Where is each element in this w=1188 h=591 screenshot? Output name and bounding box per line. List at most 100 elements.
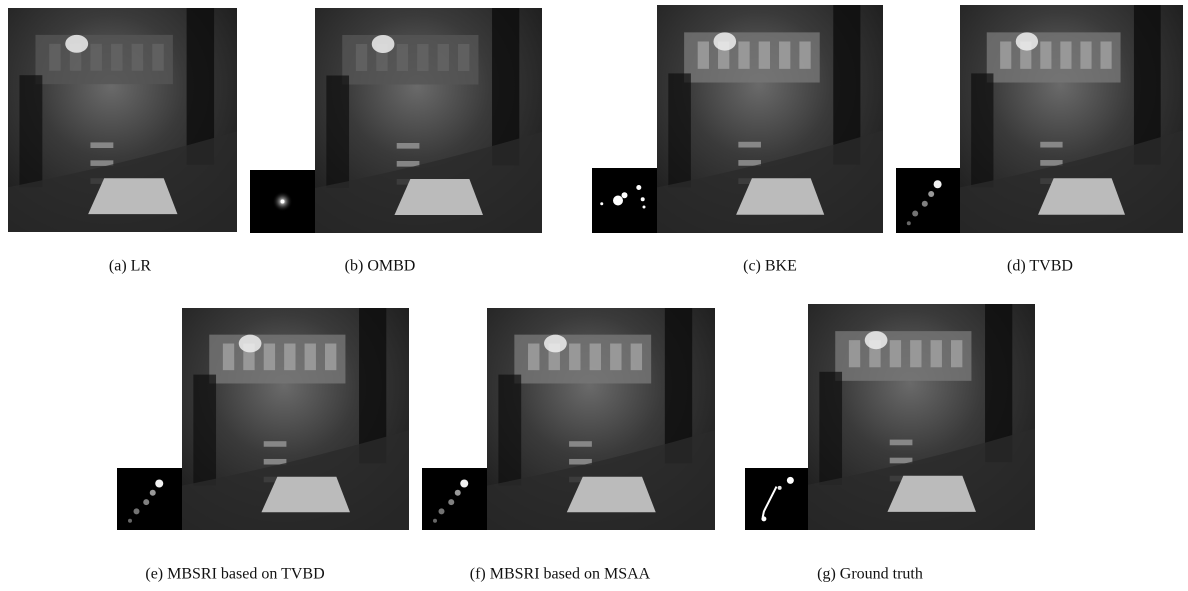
window [132,44,143,71]
window [397,44,408,71]
window [569,344,580,371]
caption: (b) OMBD [345,258,416,275]
window [305,344,316,371]
tree [498,375,521,486]
window [849,340,860,367]
panel-image [8,8,237,232]
kernel-dot [439,508,445,514]
kernel-dot [455,490,461,496]
kernel-dot [150,490,156,496]
kernel-dot [922,201,928,207]
kernel-dot [787,477,794,484]
window [779,41,790,68]
caption: (a) LR [109,258,152,275]
light [1016,32,1038,50]
kernel-inset [745,468,808,530]
kernel-dot [643,206,646,209]
window [698,41,709,68]
window [417,44,428,71]
window [1060,41,1071,68]
panel-image [487,308,715,530]
kernel-dot [636,185,641,190]
kernel-dot [600,202,603,205]
kernel-background [745,468,808,530]
kernel-inset [422,468,487,530]
kernel-background [117,468,182,530]
step [1040,142,1062,148]
figure: (a) LR (b) OMBD (c) BKE (d) TVBD (e) MBSRI b… [0,0,1188,591]
caption: (d) TVBD [1007,258,1073,275]
tree [971,73,993,187]
kernel-background [422,468,487,530]
window [759,41,770,68]
window [356,44,367,71]
kernel-inset [250,170,315,233]
window [631,344,642,371]
kernel-dot [460,480,468,488]
kernel-dot [433,519,437,523]
kernel-background [592,168,657,233]
window [1080,41,1091,68]
light [865,331,888,349]
step [738,142,761,148]
window [890,340,901,367]
light [714,32,737,50]
kernel-dot [622,192,628,198]
window [325,344,336,371]
kernel-inset [896,168,960,233]
kernel-dot [128,519,132,523]
window [951,340,962,367]
panel-image [657,5,883,233]
window [590,344,601,371]
kernel-dot [143,499,149,505]
step [397,143,420,149]
kernel-dot [934,180,942,188]
window [799,41,810,68]
kernel-dot [907,221,911,225]
step [264,441,287,447]
window [284,344,295,371]
caption: (e) MBSRI based on TVBD [145,566,324,583]
step [890,440,913,446]
kernel-dot [912,211,918,217]
kernel-dot [613,196,623,206]
window [931,340,942,367]
kernel-dot [778,486,782,490]
kernel-dot [761,516,766,521]
window [438,44,449,71]
window [1000,41,1011,68]
kernel-background [896,168,960,233]
light [239,335,262,353]
caption: (g) Ground truth [817,566,923,583]
window [910,340,921,367]
tree [668,73,691,187]
light [544,335,567,353]
kernel-dot [134,508,140,514]
window [223,344,234,371]
window [528,344,539,371]
tree [326,76,349,189]
window [152,44,163,71]
window [111,44,122,71]
tree [819,372,842,485]
kernel-dot [448,499,454,505]
window [738,41,749,68]
tree [193,375,216,486]
kernel-inset [592,168,657,233]
step [90,142,113,148]
caption: (f) MBSRI based on MSAA [470,566,651,583]
window [264,344,275,371]
caption: (c) BKE [743,258,797,275]
panel-image [182,308,409,530]
panel-image [315,8,542,233]
panel-image [808,304,1035,530]
kernel-dot [928,191,934,197]
light [65,35,88,53]
window [458,44,469,71]
window [49,44,60,71]
window [610,344,621,371]
window [1040,41,1051,68]
kernel-dot [281,200,285,204]
kernel-inset [117,468,182,530]
kernel-dot [641,197,645,201]
